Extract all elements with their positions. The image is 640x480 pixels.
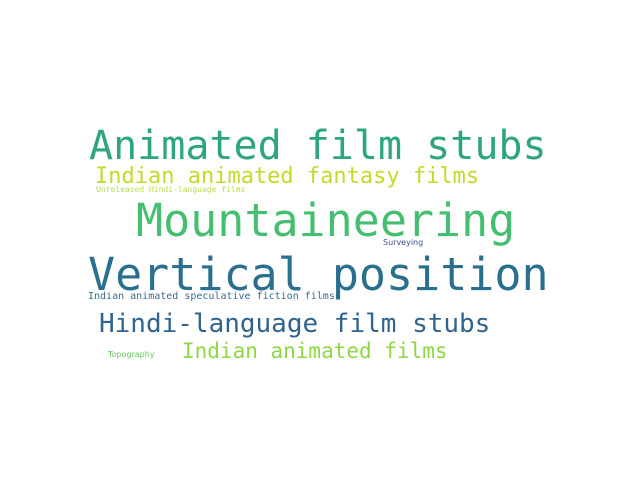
word-topography: Topography [108, 350, 155, 359]
word-mountaineering: Mountaineering [136, 194, 516, 247]
word-animated-film-stubs: Animated film stubs [89, 123, 547, 169]
word-indian-animated-speculative-fiction-films: Indian animated speculative fiction film… [88, 291, 335, 302]
word-surveying: Surveying [383, 238, 424, 247]
word-indian-animated-fantasy-films: Indian animated fantasy films [95, 164, 480, 189]
word-vertical-position: Vertical position [88, 248, 549, 301]
word-indian-animated-films: Indian animated films [182, 339, 448, 363]
word-hindi-language-film-stubs: Hindi-language film stubs [99, 309, 491, 339]
word-unreleased-hindi-language-films: Unreleased Hindi-language films [96, 185, 246, 194]
